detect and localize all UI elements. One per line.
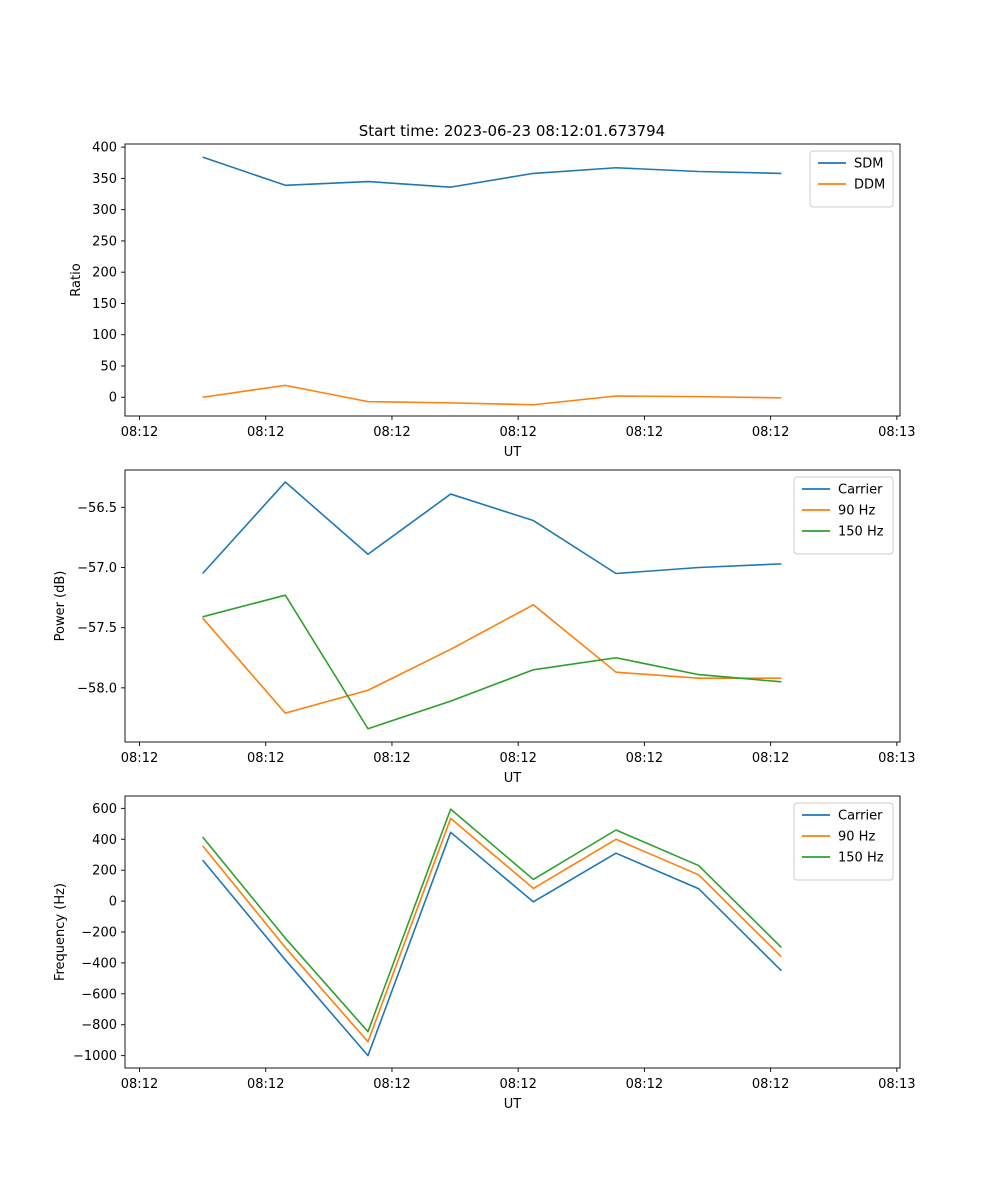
ratio-series-sdm-line (202, 156, 782, 188)
subplot-power: 08:12 08:12 08:12 08:12 08:12 08:12 08:13 −58.0… (53, 469, 916, 786)
frequency-y-tick-label: −600 (81, 987, 117, 1002)
power-x-tick-label: 08:12 (247, 751, 284, 766)
frequency-y-tick-label: 0 (109, 895, 117, 910)
ratio-y-tick-label: 100 (92, 328, 117, 343)
subplot-ratio: 08:12 08:12 08:12 08:12 08:12 08:12 08:13 0 50 10… (69, 141, 916, 460)
ratio-legend-box (809, 150, 894, 208)
ratio-x-tick-label: 08:12 (626, 425, 663, 440)
frequency-legend-label: Carrier (838, 809, 883, 824)
power-y-tick-label: −56.5 (77, 501, 117, 516)
power-series-carrier-line (202, 481, 782, 575)
power-x-tick-label: 08:12 (121, 751, 158, 766)
ratio-y-tick-label: 0 (109, 391, 117, 406)
frequency-y-tick-label: −400 (81, 956, 117, 971)
ratio-x-tick-label: 08:12 (247, 425, 284, 440)
ratio-y-axis-label: Ratio (69, 263, 84, 296)
power-x-tick-label: 08:12 (499, 751, 536, 766)
frequency-y-tick-label: 200 (92, 864, 117, 879)
ratio-series-ddm-line (202, 384, 782, 406)
ratio-axes-frame (124, 143, 901, 417)
power-legend-label: 90 Hz (838, 504, 875, 519)
subplot-frequency: 08:12 08:12 08:12 08:12 08:12 08:12 08:13 −1000… (53, 795, 916, 1112)
frequency-legend-label: 90 Hz (838, 830, 875, 845)
frequency-x-tick-label: 08:12 (499, 1077, 536, 1092)
power-x-tick-label: 08:13 (878, 751, 915, 766)
power-y-tick-label: −57.5 (77, 621, 117, 636)
frequency-axes-frame (124, 795, 901, 1069)
ratio-y-tick-label: 300 (92, 203, 117, 218)
power-y-axis-label: Power (dB) (53, 571, 68, 642)
frequency-y-tick-label: −1000 (73, 1049, 117, 1064)
ratio-x-tick-label: 08:12 (499, 425, 536, 440)
figure-title: Start time: 2023-06-23 08:12:01.673794 (359, 122, 665, 140)
ratio-x-tick-label: 08:12 (752, 425, 789, 440)
frequency-x-tick-label: 08:12 (247, 1077, 284, 1092)
power-series-90-hz-line (202, 603, 782, 714)
ratio-y-tick-label: 200 (92, 266, 117, 281)
frequency-legend-label: 150 Hz (838, 851, 884, 866)
frequency-series-90-hz-line (202, 817, 782, 1043)
power-y-tick-label: −57.0 (77, 561, 117, 576)
frequency-legend-box (793, 802, 894, 881)
power-legend-label: 150 Hz (838, 525, 884, 540)
ratio-x-tick-label: 08:13 (878, 425, 915, 440)
power-x-axis-label: UT (504, 771, 522, 786)
frequency-x-axis-label: UT (504, 1097, 522, 1112)
ratio-x-tick-label: 08:12 (373, 425, 410, 440)
frequency-x-tick-label: 08:13 (878, 1077, 915, 1092)
power-x-tick-label: 08:12 (752, 751, 789, 766)
frequency-y-tick-label: 600 (92, 802, 117, 817)
power-series-150-hz-line (202, 594, 782, 730)
power-x-tick-label: 08:12 (626, 751, 663, 766)
frequency-y-tick-label: −800 (81, 1018, 117, 1033)
ratio-x-tick-label: 08:12 (121, 425, 158, 440)
frequency-x-tick-label: 08:12 (626, 1077, 663, 1092)
power-y-tick-label: −58.0 (77, 681, 117, 696)
frequency-series-carrier-line (202, 831, 782, 1057)
frequency-y-tick-label: 400 (92, 833, 117, 848)
power-legend-box (793, 476, 894, 555)
frequency-y-tick-label: −200 (81, 926, 117, 941)
power-x-tick-label: 08:12 (373, 751, 410, 766)
frequency-x-tick-label: 08:12 (752, 1077, 789, 1092)
ratio-y-tick-label: 150 (92, 297, 117, 312)
frequency-y-axis-label: Frequency (Hz) (53, 883, 68, 981)
frequency-x-tick-label: 08:12 (121, 1077, 158, 1092)
frequency-x-tick-label: 08:12 (373, 1077, 410, 1092)
ratio-x-axis-label: UT (504, 445, 522, 460)
ratio-y-tick-label: 400 (92, 141, 117, 156)
ratio-y-tick-label: 350 (92, 172, 117, 187)
ratio-legend-label: DDM (854, 178, 885, 193)
ratio-legend-label: SDM (854, 157, 883, 172)
ratio-y-tick-label: 50 (100, 359, 117, 374)
frequency-series-150-hz-line (202, 808, 782, 1033)
ratio-y-tick-label: 250 (92, 234, 117, 249)
power-legend-label: Carrier (838, 483, 883, 498)
power-axes-frame (124, 469, 901, 743)
